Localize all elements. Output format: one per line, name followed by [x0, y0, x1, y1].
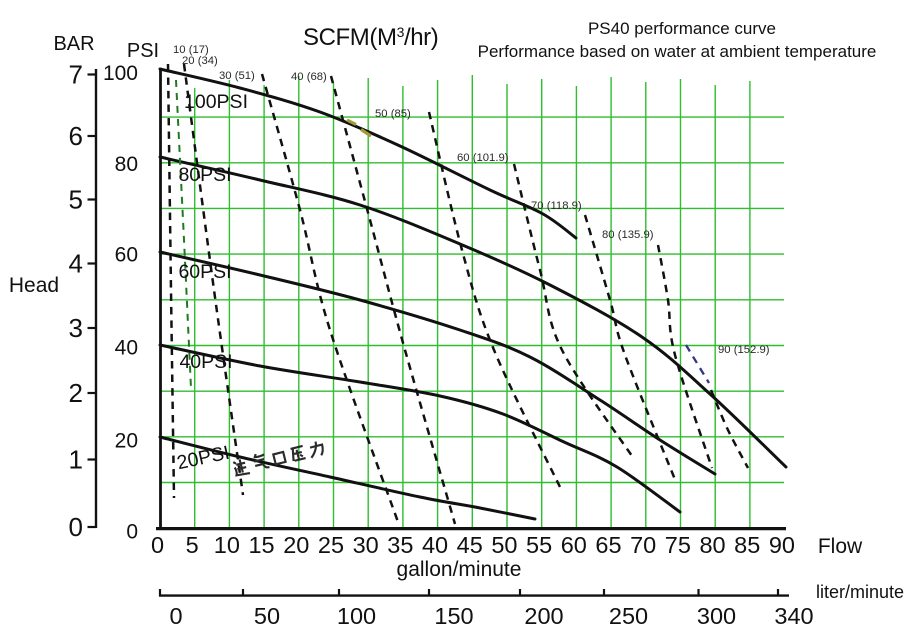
- svg-text:0: 0: [126, 521, 138, 544]
- svg-text:35: 35: [387, 532, 413, 558]
- svg-text:30 (51): 30 (51): [219, 70, 255, 82]
- svg-text:5: 5: [186, 532, 199, 558]
- svg-text:60: 60: [115, 244, 138, 267]
- svg-text:5: 5: [69, 185, 83, 215]
- svg-text:100PSI: 100PSI: [184, 91, 248, 113]
- svg-text:50: 50: [254, 603, 280, 629]
- svg-text:liter/minute: liter/minute: [816, 582, 904, 602]
- svg-text:2: 2: [69, 378, 83, 408]
- svg-text:40 (68): 40 (68): [291, 71, 327, 83]
- svg-text:75: 75: [665, 532, 691, 558]
- svg-text:150: 150: [434, 603, 473, 629]
- svg-text:15: 15: [248, 532, 274, 558]
- svg-text:80PSI: 80PSI: [178, 164, 231, 186]
- svg-text:10 (17): 10 (17): [173, 44, 209, 56]
- svg-text:10: 10: [214, 532, 240, 558]
- svg-text:55: 55: [526, 532, 552, 558]
- svg-text:80 (135.9): 80 (135.9): [602, 229, 654, 241]
- svg-text:SCFM(M3/hr): SCFM(M3/hr): [303, 24, 438, 51]
- svg-text:Flow: Flow: [818, 535, 863, 558]
- svg-text:85: 85: [734, 532, 760, 558]
- svg-text:Head: Head: [9, 274, 59, 297]
- svg-text:1: 1: [69, 445, 83, 475]
- svg-text:40: 40: [422, 532, 448, 558]
- svg-text:200: 200: [524, 603, 563, 629]
- svg-text:Performance based on water at: Performance based on water at ambient te…: [478, 42, 877, 61]
- svg-text:7: 7: [69, 60, 83, 90]
- svg-text:70: 70: [630, 532, 656, 558]
- svg-text:50 (85): 50 (85): [375, 108, 411, 120]
- svg-text:90: 90: [769, 532, 795, 558]
- svg-text:60 (101.9): 60 (101.9): [457, 152, 509, 164]
- svg-text:40PSI: 40PSI: [179, 351, 232, 373]
- svg-text:80: 80: [699, 532, 725, 558]
- svg-text:PSI: PSI: [127, 40, 159, 62]
- svg-text:250: 250: [609, 603, 648, 629]
- svg-text:PS40 performance curve: PS40 performance curve: [588, 19, 776, 38]
- svg-text:100: 100: [103, 62, 138, 85]
- svg-text:60PSI: 60PSI: [178, 261, 231, 283]
- svg-text:30: 30: [353, 532, 379, 558]
- svg-text:45: 45: [457, 532, 483, 558]
- svg-text:BAR: BAR: [53, 33, 94, 55]
- svg-text:70 (118.9): 70 (118.9): [531, 200, 582, 212]
- svg-text:40: 40: [115, 337, 138, 360]
- svg-text:4: 4: [69, 249, 83, 279]
- svg-text:20: 20: [115, 430, 138, 453]
- svg-text:0: 0: [69, 512, 83, 542]
- svg-text:0: 0: [169, 603, 182, 629]
- svg-text:50: 50: [491, 532, 517, 558]
- svg-text:60: 60: [561, 532, 587, 558]
- svg-text:0: 0: [151, 532, 164, 558]
- svg-text:6: 6: [69, 121, 83, 151]
- svg-text:3: 3: [69, 313, 83, 343]
- svg-text:340: 340: [774, 603, 813, 629]
- svg-text:100: 100: [337, 603, 376, 629]
- svg-text:80: 80: [115, 153, 138, 176]
- svg-text:90 (152.9): 90 (152.9): [718, 344, 770, 356]
- svg-text:gallon/minute: gallon/minute: [397, 558, 522, 581]
- svg-text:20 (34): 20 (34): [182, 55, 218, 67]
- svg-text:25: 25: [318, 532, 344, 558]
- svg-text:300: 300: [697, 603, 736, 629]
- svg-text:20: 20: [283, 532, 309, 558]
- svg-text:65: 65: [595, 532, 621, 558]
